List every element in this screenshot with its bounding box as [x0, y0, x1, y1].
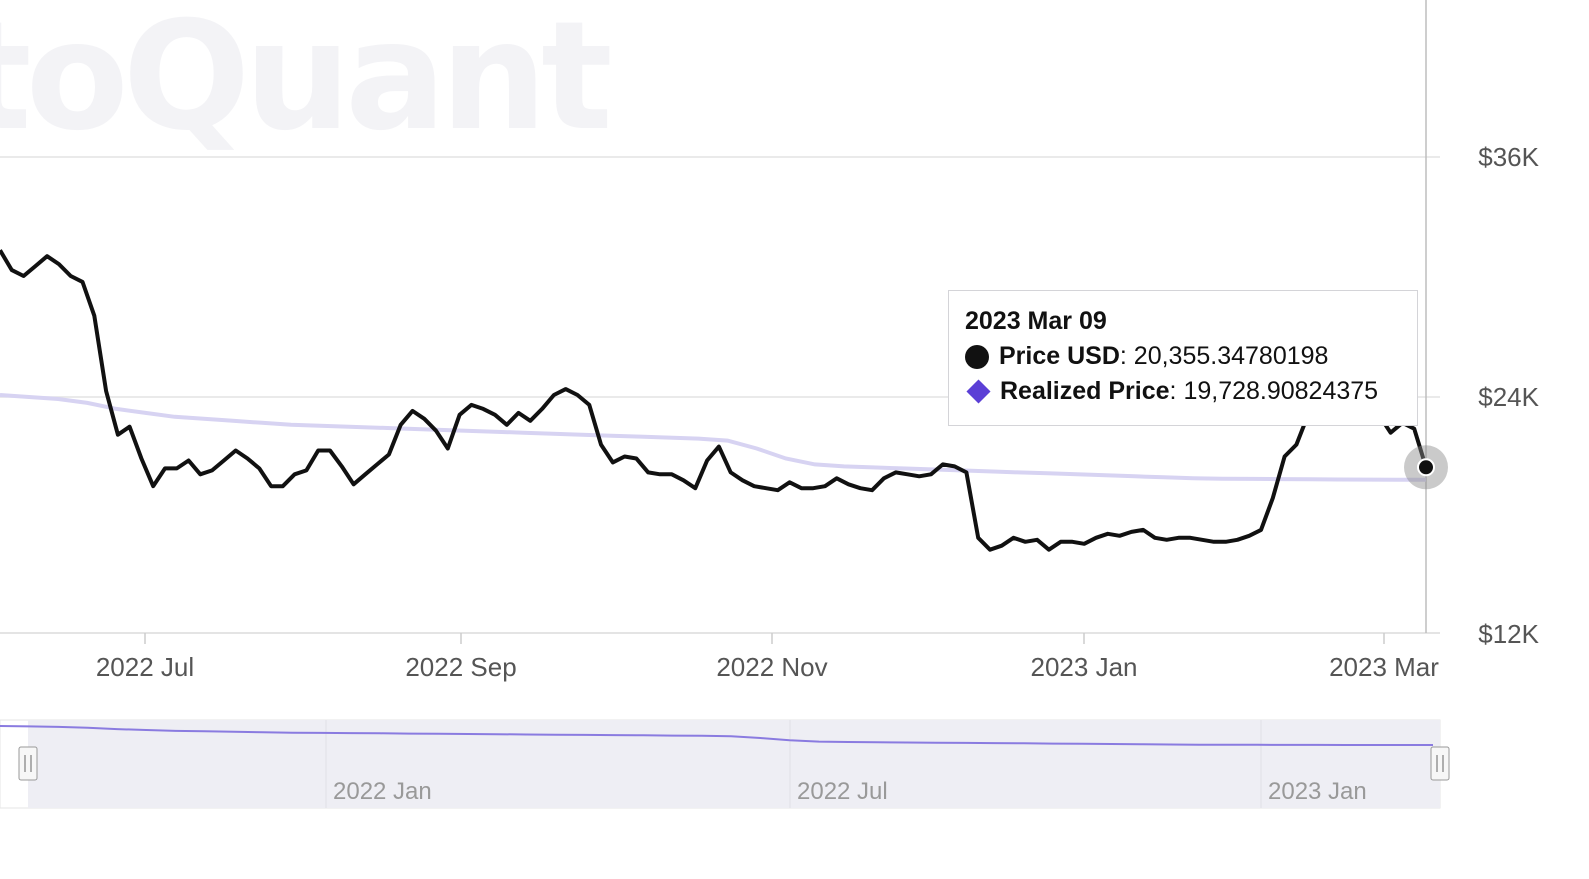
tooltip-separator: :	[1119, 342, 1134, 370]
tooltip-row-realized: Realized Price: 19,728.90824375	[965, 377, 1401, 406]
tooltip-realized-value: 19,728.90824375	[1183, 377, 1379, 405]
navigator[interactable]	[0, 719, 1450, 809]
navigator-left-handle[interactable]	[18, 746, 38, 781]
navigator-tick-label: 2023 Jan	[1268, 778, 1367, 805]
x-tick-label: 2022 Nov	[716, 652, 828, 682]
chart-tooltip: 2023 Mar 09 Price USD: 20,355.34780198 R…	[948, 290, 1418, 426]
navigator-right-handle[interactable]	[1430, 746, 1450, 781]
navigator-tick-label: 2022 Jul	[797, 778, 888, 805]
realized-price-series	[0, 393, 1426, 482]
tooltip-price-label: Price USD	[999, 342, 1120, 370]
circle-marker-icon	[965, 344, 989, 369]
y-tick-label: $24K	[1478, 382, 1539, 412]
navigator-series	[0, 725, 1433, 746]
x-tick-label: 2022 Sep	[405, 652, 517, 682]
hover-marker-price	[1417, 458, 1435, 477]
x-tick-label: 2022 Jul	[95, 652, 195, 682]
tooltip-separator: :	[1169, 377, 1184, 405]
navigator-tick-label: 2022 Jan	[333, 778, 432, 805]
watermark-logo: toQuant	[0, 0, 613, 164]
diamond-marker-icon	[966, 379, 991, 404]
tooltip-price-value: 20,355.34780198	[1133, 342, 1329, 370]
x-tick-label: 2023 Mar	[1329, 652, 1439, 682]
tooltip-realized-label: Realized Price	[1000, 377, 1170, 405]
navigator-selection[interactable]	[28, 720, 1440, 808]
tooltip-date: 2023 Mar 09	[965, 307, 1107, 335]
y-tick-label: $12K	[1478, 619, 1539, 649]
x-tick-label: 2023 Jan	[1030, 652, 1138, 682]
y-tick-label: $36K	[1478, 142, 1539, 172]
grid-lines	[0, 0, 1440, 644]
tooltip-row-price: Price USD: 20,355.34780198	[965, 342, 1401, 371]
price-usd-series	[0, 249, 1428, 552]
